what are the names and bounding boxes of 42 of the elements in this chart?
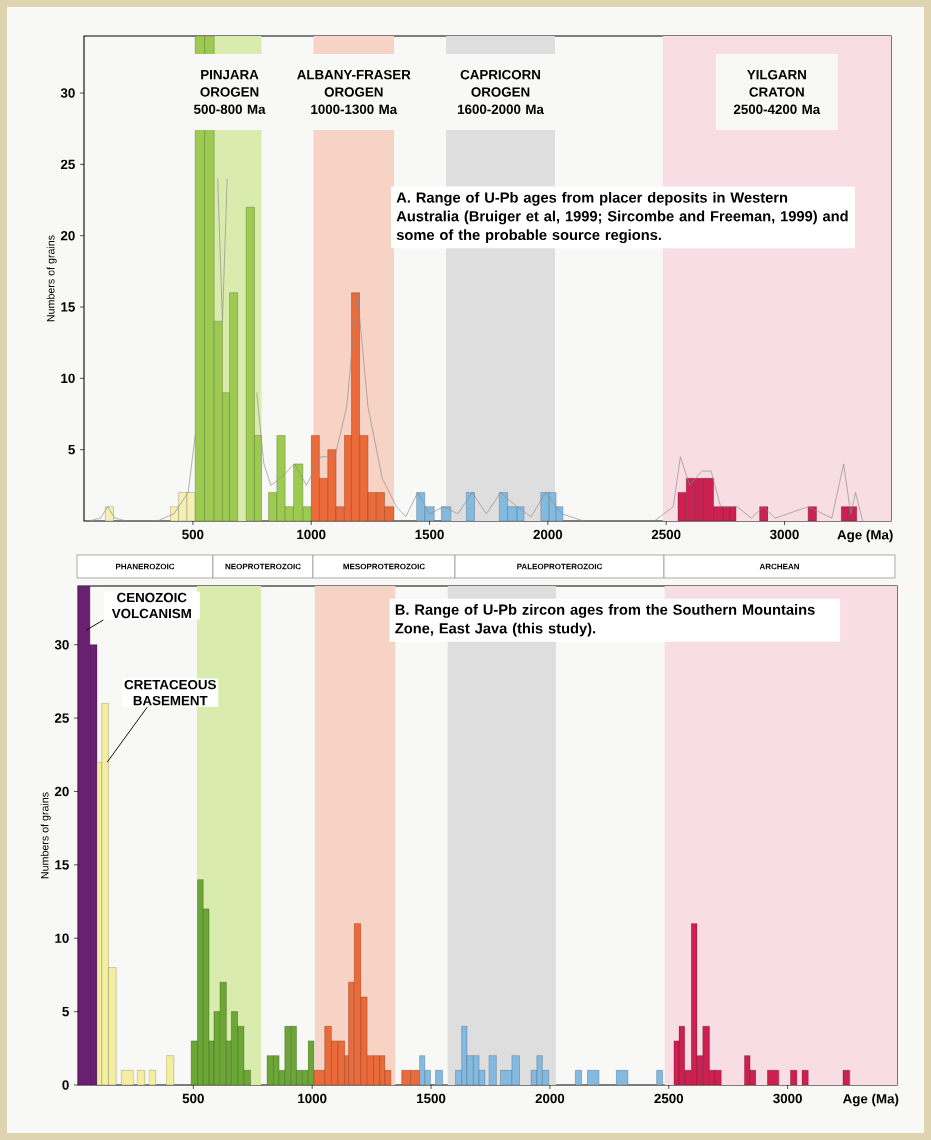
x-axis-title: Age (Ma) xyxy=(837,529,893,543)
x-tick-label: 1500 xyxy=(417,1093,446,1104)
text: NEOPROTEROZOIC xyxy=(225,563,301,570)
y-tick-label: 0 xyxy=(62,1080,69,1090)
text: PHANEROZOIC xyxy=(115,563,175,570)
x-tick-label: 2000 xyxy=(535,1093,565,1104)
y-tick-label: 25 xyxy=(54,713,69,723)
y-tick-label: 20 xyxy=(60,230,75,241)
y-tick-label: 15 xyxy=(55,860,69,870)
text: PALEOPROTEROZOIC xyxy=(517,563,603,570)
x-tick-label: 1500 xyxy=(415,529,444,540)
annotation: A. Range of U-Pb ages from placer deposits in Western Australia (Bruiger et al, 1999; Sircombe and Freeman, 1999) and some of the probable source regions. xyxy=(396,191,848,244)
band-label: CAPRICORN OROGEN 1600-2000 Ma xyxy=(457,69,544,115)
band-label: YILGARN CRATON 2500-4200 Ma xyxy=(733,69,821,115)
y-tick-label: 10 xyxy=(55,933,69,943)
x-tick-label: 500 xyxy=(182,529,204,540)
x-tick-label: 1000 xyxy=(297,529,326,540)
x-tick-label: 2500 xyxy=(654,1093,684,1104)
x-tick-label: 500 xyxy=(182,1093,204,1104)
band-label: PINJARA OROGEN 500-800 Ma xyxy=(194,70,266,114)
x-tick-label: 1000 xyxy=(298,1093,327,1104)
text: ARCHEAN xyxy=(759,563,799,570)
y-tick-label: 15 xyxy=(61,302,75,312)
x-tick-label: 2500 xyxy=(651,529,681,540)
y-axis-title: Numbers of grains xyxy=(46,235,57,322)
y-tick-label: 30 xyxy=(54,639,69,650)
text: MESOPROTEROZOIC xyxy=(343,563,425,570)
y-tick-label: 20 xyxy=(54,786,69,797)
y-tick-label: 10 xyxy=(61,373,75,384)
y-tick-label: 5 xyxy=(62,1006,69,1017)
x-tick-label: 2000 xyxy=(533,529,563,540)
annotation: CENOZOIC VOLCANISM xyxy=(111,592,191,619)
x-tick-label: 3000 xyxy=(773,1093,802,1104)
y-tick-label: 25 xyxy=(60,159,75,170)
y-axis-title: Numbers of grains xyxy=(40,792,51,879)
x-axis-title: Age (Ma) xyxy=(842,1093,899,1107)
y-tick-label: 30 xyxy=(60,88,75,98)
annotation: B. Range of U-Pb zircon ages from the Southern Mountains Zone, East Java (this study). xyxy=(395,604,815,637)
x-tick-label: 3000 xyxy=(769,529,799,540)
y-tick-label: 5 xyxy=(68,445,75,455)
band-label: ALBANY-FRASER OROGEN 1000-1300 Ma xyxy=(297,69,411,115)
annotation: CRETACEOUS BASEMENT xyxy=(124,679,216,706)
